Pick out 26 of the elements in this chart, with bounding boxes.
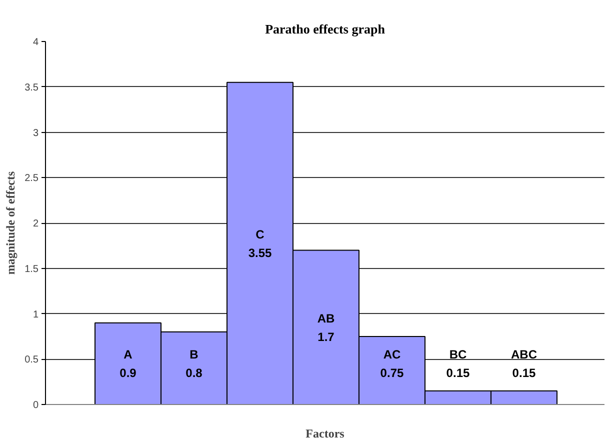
y-tick-label: 3: [32, 128, 39, 139]
y-tick-label: 2.5: [24, 173, 39, 184]
x-tick-label: AB: [317, 311, 335, 326]
x-tick-label: B: [190, 348, 199, 362]
data-label: 0.15: [512, 366, 536, 380]
x-tick-label: BC: [449, 348, 467, 362]
y-tick-label: 2: [32, 218, 39, 230]
chart-title: Paratho effects graph: [265, 22, 386, 36]
data-label: 1.7: [318, 330, 335, 344]
y-tick-label: 3.5: [24, 82, 39, 94]
x-tick-label: A: [124, 348, 133, 362]
x-tick-label: ABC: [510, 348, 538, 362]
y-tick-label: 0: [32, 400, 39, 411]
data-label: 0.8: [186, 366, 203, 380]
y-tick-label: 1: [32, 309, 39, 320]
y-tick-label: 4: [32, 37, 39, 48]
y-tick-label: 0.5: [24, 354, 39, 366]
data-label: 0.9: [120, 366, 137, 380]
y-axis-title: magnitude of effects: [4, 171, 18, 275]
x-axis-title: Factors: [306, 426, 345, 440]
data-label: 0.15: [446, 366, 470, 380]
x-tick-label: AC: [383, 348, 401, 362]
y-tick-label: 1.5: [24, 264, 39, 275]
data-label: 3.55: [248, 246, 272, 260]
data-label: 0.75: [380, 366, 404, 380]
x-tick-label: C: [256, 227, 265, 242]
